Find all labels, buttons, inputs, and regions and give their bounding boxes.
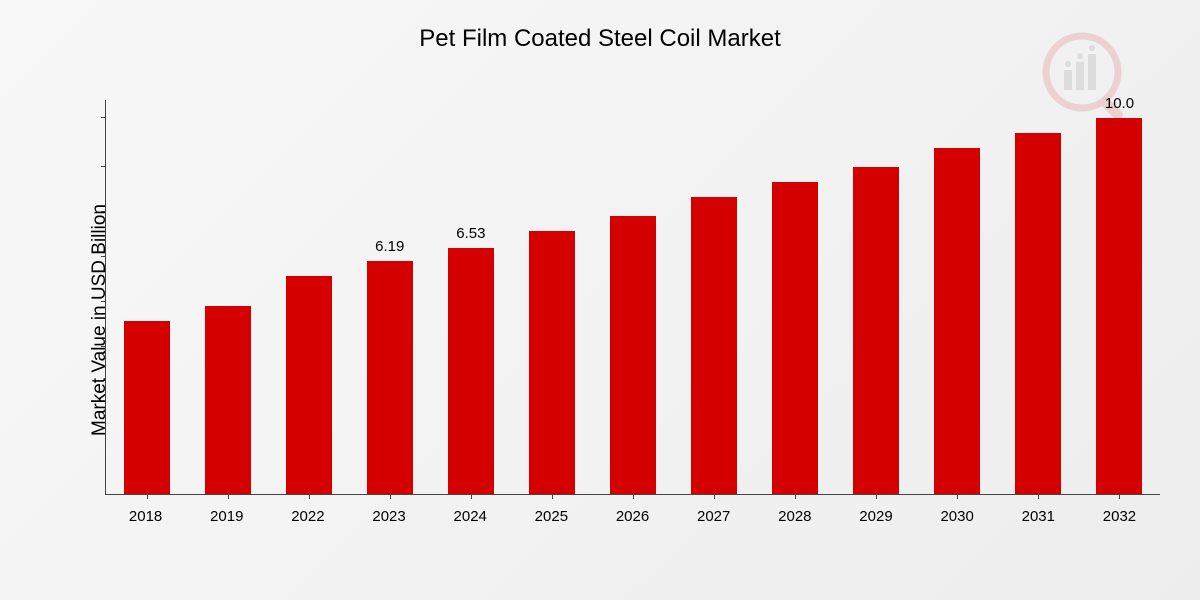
bar	[286, 276, 332, 494]
x-axis-label: 2028	[754, 500, 835, 525]
x-axis-labels: 2018201920222023202420252026202720282029…	[105, 500, 1160, 525]
bar-group	[755, 100, 836, 494]
bar-group	[187, 100, 268, 494]
bar	[1096, 118, 1142, 494]
x-tick	[795, 494, 796, 499]
x-axis-label: 2022	[267, 500, 348, 525]
x-tick	[309, 494, 310, 499]
bar	[529, 231, 575, 494]
bar-group	[674, 100, 755, 494]
x-axis-label: 2032	[1079, 500, 1160, 525]
y-tick	[101, 346, 106, 347]
bar-group	[836, 100, 917, 494]
bar	[853, 167, 899, 494]
bar	[610, 216, 656, 494]
bar	[448, 248, 494, 494]
x-axis-label: 2030	[917, 500, 998, 525]
chart-title: Pet Film Coated Steel Coil Market	[0, 0, 1200, 53]
y-tick	[101, 301, 106, 302]
x-tick	[1038, 494, 1039, 499]
bar	[1015, 133, 1061, 494]
bars-container: 6.19 6.53 10.0	[106, 100, 1160, 494]
y-tick	[101, 117, 106, 118]
bar-value-label: 10.0	[1105, 95, 1134, 112]
bar-group: 6.19	[349, 100, 430, 494]
bar	[367, 261, 413, 494]
bar-group	[106, 100, 187, 494]
x-axis-label: 2026	[592, 500, 673, 525]
x-axis-label: 2027	[673, 500, 754, 525]
bar	[691, 197, 737, 494]
bar-group	[511, 100, 592, 494]
x-tick	[390, 494, 391, 499]
bar-group	[268, 100, 349, 494]
bar-group: 10.0	[1079, 100, 1160, 494]
x-axis-label: 2018	[105, 500, 186, 525]
x-tick	[1119, 494, 1120, 499]
bar-group	[998, 100, 1079, 494]
y-tick	[101, 166, 106, 167]
y-tick	[101, 211, 106, 212]
x-tick	[714, 494, 715, 499]
x-tick	[633, 494, 634, 499]
x-axis-label: 2031	[998, 500, 1079, 525]
x-axis-label: 2029	[835, 500, 916, 525]
bar-group: 6.53	[430, 100, 511, 494]
bar-value-label: 6.53	[456, 225, 485, 242]
x-tick	[471, 494, 472, 499]
bar	[205, 306, 251, 494]
x-tick	[228, 494, 229, 499]
chart-container: Market Value in USD Billion 6.196.5310.0…	[80, 100, 1160, 540]
x-axis-label: 2024	[430, 500, 511, 525]
bar-group	[917, 100, 998, 494]
x-tick	[957, 494, 958, 499]
bar	[772, 182, 818, 494]
bar	[934, 148, 980, 494]
bar-group	[592, 100, 673, 494]
bar-value-label: 6.19	[375, 238, 404, 255]
x-axis-label: 2025	[511, 500, 592, 525]
plot-area: 6.19 6.53 10.0	[105, 100, 1160, 495]
x-tick	[552, 494, 553, 499]
x-tick	[876, 494, 877, 499]
x-axis-label: 2023	[348, 500, 429, 525]
y-tick	[101, 256, 106, 257]
x-tick	[147, 494, 148, 499]
x-axis-label: 2019	[186, 500, 267, 525]
bar	[124, 321, 170, 494]
